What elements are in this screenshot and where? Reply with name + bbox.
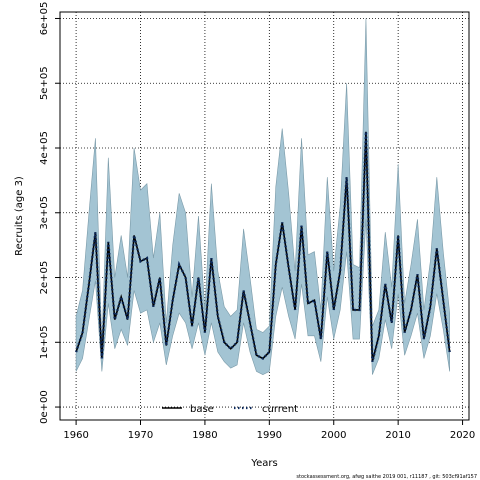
legend: base current: [162, 404, 298, 415]
y-tick-label: 1e+05: [39, 325, 50, 359]
y-tick-label: 4e+05: [39, 131, 50, 165]
confidence-band: [75, 18, 450, 376]
x-tick-label: 1990: [257, 430, 282, 441]
y-axis: 0e+00 1e+05 2e+05 3e+05 4e+05 5e+05 6e+05: [39, 2, 60, 424]
series-line-current: [74, 131, 451, 363]
y-axis-title: Recruits (age 3): [14, 176, 25, 256]
x-tick-label: 2010: [385, 430, 410, 441]
x-tick-label: 2000: [321, 430, 346, 441]
y-tick-label: 3e+05: [39, 196, 50, 230]
y-tick-label: 5e+05: [39, 66, 50, 100]
plot-frame: [59, 11, 470, 421]
legend-label-current: current: [262, 404, 298, 415]
x-tick-label: 1960: [63, 430, 88, 441]
x-tick-label: 1970: [128, 430, 153, 441]
x-tick-label: 1980: [192, 430, 217, 441]
y-tick-label: 2e+05: [39, 261, 50, 295]
x-axis: 1960 1970 1980 1990 2000 2010 2020: [63, 420, 475, 441]
y-tick-label: 6e+05: [39, 2, 50, 36]
legend-label-base: base: [190, 404, 214, 415]
y-tick-label: 0e+00: [39, 390, 50, 424]
x-axis-title: Years: [250, 458, 277, 469]
x-tick-label: 2020: [450, 430, 475, 441]
footer-caption: stockassessment.org, afwg saithe 2019 00…: [296, 474, 477, 480]
